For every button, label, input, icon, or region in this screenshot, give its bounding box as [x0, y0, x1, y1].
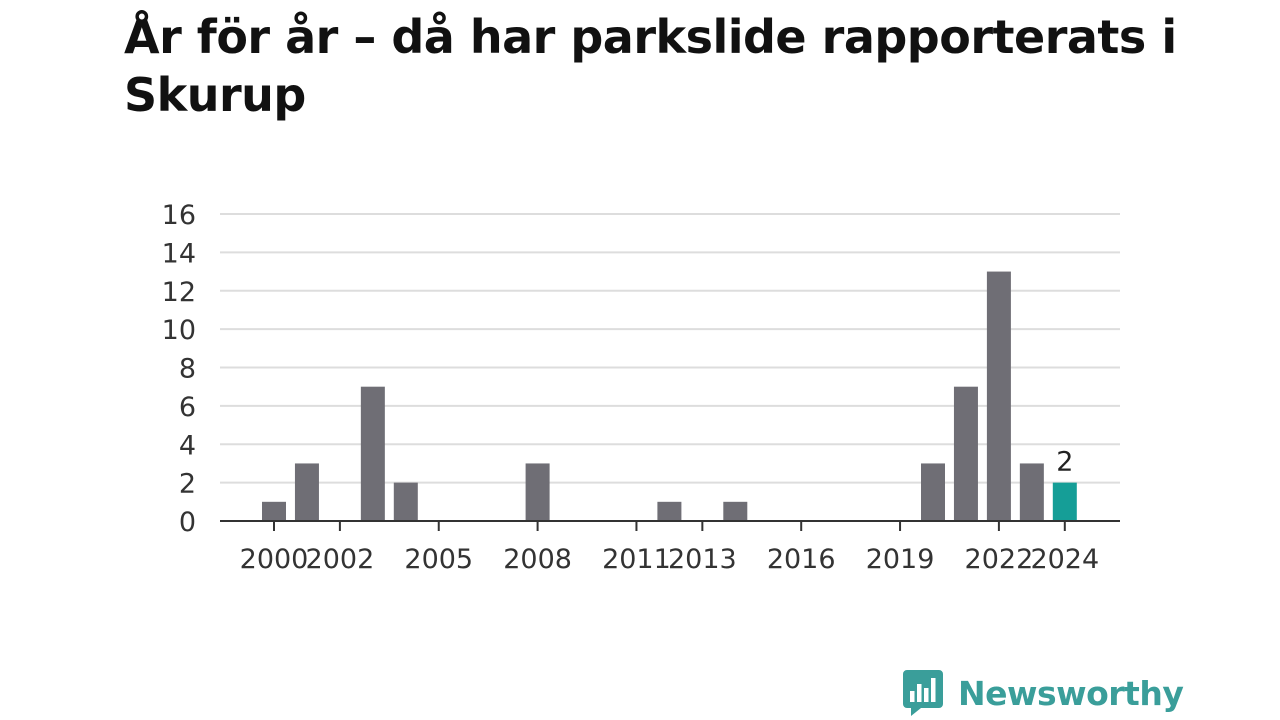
bar [1019, 463, 1044, 521]
bar [953, 386, 978, 521]
logo-text: Newsworthy [958, 673, 1184, 713]
bar [262, 501, 286, 521]
bar [657, 501, 682, 521]
bar [986, 271, 1011, 521]
bar [723, 501, 748, 521]
x-tick-label: 2013 [668, 544, 737, 575]
y-tick-label: 12 [162, 277, 196, 308]
y-tick-label: 8 [179, 354, 196, 385]
chart-title: År för år – då har parkslide rapporterat… [124, 10, 1177, 122]
y-tick-label: 0 [179, 507, 196, 538]
bar [921, 463, 945, 521]
bar [525, 463, 550, 521]
y-tick-label: 10 [162, 315, 196, 346]
x-tick-label: 2016 [767, 544, 836, 575]
x-tick-label: 2002 [306, 544, 375, 575]
bar [360, 386, 385, 521]
x-tick-label: 2005 [404, 544, 473, 575]
y-tick-label: 2 [179, 469, 196, 500]
data-label: 2 [1056, 447, 1073, 478]
newsworthy-logo: Newsworthy [903, 670, 1184, 716]
x-tick-label: 2022 [965, 544, 1034, 575]
y-tick-label: 6 [179, 392, 196, 423]
x-tick-label: 2024 [1030, 544, 1099, 575]
y-tick-label: 4 [179, 430, 196, 461]
bar [393, 482, 418, 521]
x-tick-label: 2008 [503, 544, 572, 575]
x-tick-label: 2000 [240, 544, 309, 575]
x-tick-label: 2011 [602, 544, 671, 575]
x-tick-label: 2019 [866, 544, 935, 575]
y-tick-label: 16 [162, 200, 196, 231]
newsworthy-chart-bubble-icon [903, 670, 943, 716]
y-tick-label: 14 [162, 238, 196, 269]
bar [294, 463, 319, 521]
bar-highlight [1052, 482, 1077, 521]
